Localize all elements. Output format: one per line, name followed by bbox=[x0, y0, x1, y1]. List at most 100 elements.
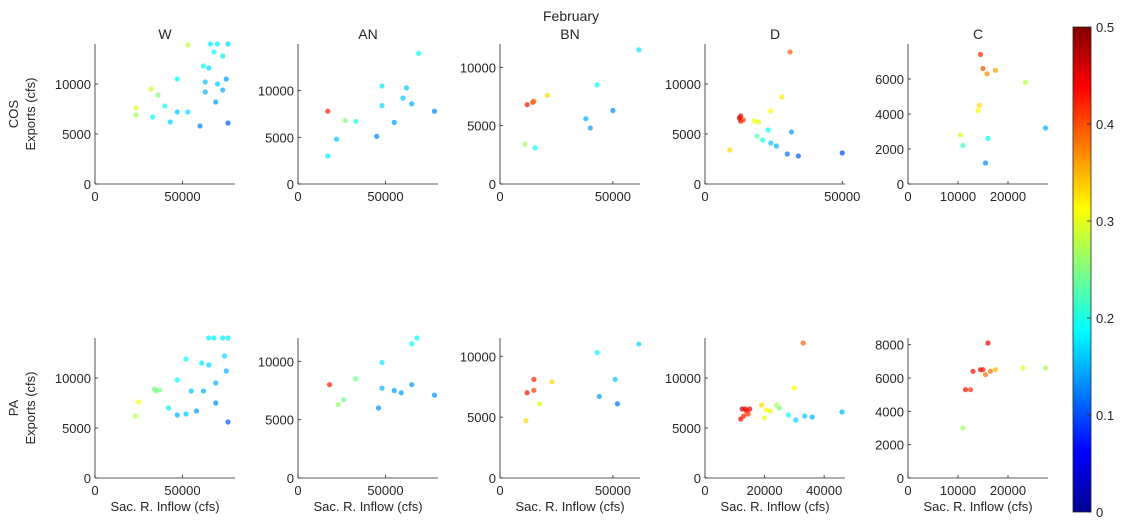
x-tick-label: 50000 bbox=[164, 189, 200, 204]
colorbar-tick-label: 0 bbox=[1096, 505, 1103, 520]
data-point bbox=[409, 341, 415, 347]
x-tick-label: 50000 bbox=[367, 483, 403, 498]
data-point bbox=[795, 153, 801, 159]
data-point bbox=[975, 107, 981, 114]
data-point bbox=[755, 119, 762, 125]
data-point bbox=[185, 42, 191, 48]
data-point bbox=[206, 362, 212, 368]
y-tick-label: 10000 bbox=[258, 354, 294, 369]
y-tick-label: 4000 bbox=[875, 107, 904, 122]
data-point bbox=[200, 63, 207, 69]
x-axis-label: Sac. R. Inflow (cfs) bbox=[515, 499, 624, 514]
data-point bbox=[165, 405, 172, 411]
data-point bbox=[202, 79, 208, 85]
data-point bbox=[325, 153, 331, 159]
y-tick-label: 0 bbox=[897, 177, 904, 192]
data-point bbox=[403, 85, 410, 91]
data-point bbox=[985, 340, 991, 346]
y-tick-label: 10000 bbox=[258, 84, 294, 99]
data-point bbox=[614, 401, 621, 407]
data-point bbox=[596, 393, 602, 400]
data-point bbox=[970, 368, 976, 374]
panel-pa-w: 0 50000 0 5000 10000 PA Exports (cfs) Sac. R. I… bbox=[6, 335, 235, 514]
data-point bbox=[335, 401, 341, 408]
y-tick-label: 5000 bbox=[672, 127, 701, 142]
y-tick-label: 5000 bbox=[265, 413, 294, 428]
data-point bbox=[185, 109, 191, 115]
data-point bbox=[984, 71, 990, 77]
x-tick-label: 20000 bbox=[990, 189, 1026, 204]
data-point bbox=[1020, 365, 1026, 371]
y-tick-label: 5000 bbox=[62, 421, 91, 436]
colorbar: 0 0.1 0.2 0.3 0.4 0.5 bbox=[1072, 20, 1114, 520]
data-point bbox=[409, 382, 415, 388]
x-tick-label: 20000 bbox=[746, 483, 782, 498]
data-point bbox=[174, 377, 180, 383]
data-point bbox=[788, 129, 795, 135]
x-tick-label: 10000 bbox=[940, 483, 976, 498]
data-point bbox=[431, 392, 438, 398]
x-tick-label: 0 bbox=[294, 483, 301, 498]
y-tick-label: 0 bbox=[489, 471, 496, 486]
data-point bbox=[391, 387, 397, 394]
data-point bbox=[785, 412, 792, 418]
data-point bbox=[398, 390, 404, 396]
data-point bbox=[391, 119, 397, 125]
data-point bbox=[193, 408, 200, 414]
data-point bbox=[214, 41, 221, 47]
data-point bbox=[779, 94, 785, 100]
data-point bbox=[957, 132, 964, 138]
data-point bbox=[213, 99, 219, 105]
data-point bbox=[960, 142, 966, 149]
data-point bbox=[594, 82, 600, 88]
data-point bbox=[326, 382, 333, 388]
data-point bbox=[174, 412, 180, 418]
data-point bbox=[612, 376, 618, 382]
data-point bbox=[353, 118, 359, 125]
data-point bbox=[133, 112, 139, 118]
data-point bbox=[223, 368, 229, 374]
data-point bbox=[740, 117, 747, 123]
data-point bbox=[763, 407, 769, 413]
panel-cos-w: 0 50000 0 5000 10000 W COS Exports (cfs) bbox=[6, 26, 235, 204]
data-point bbox=[202, 89, 208, 95]
y-axis-label: Exports (cfs) bbox=[23, 78, 38, 151]
data-point bbox=[636, 341, 642, 347]
y-tick-label: 0 bbox=[287, 177, 294, 192]
panel-cos-bn: 0 50000 0 5000 10000 BN bbox=[460, 26, 642, 204]
data-point bbox=[221, 353, 228, 359]
row-label: PA bbox=[6, 399, 21, 416]
colorbar-gradient bbox=[1072, 26, 1092, 513]
data-point bbox=[522, 141, 528, 147]
data-point bbox=[583, 116, 589, 122]
y-tick-label: 5000 bbox=[265, 130, 294, 145]
data-point bbox=[747, 406, 753, 412]
y-tick-label: 4000 bbox=[875, 404, 904, 419]
data-point bbox=[738, 113, 744, 119]
data-point bbox=[174, 109, 180, 115]
y-tick-label: 5000 bbox=[467, 410, 496, 425]
data-point bbox=[977, 51, 984, 58]
data-point bbox=[162, 103, 168, 109]
data-point bbox=[741, 413, 747, 419]
colorbar-tick-label: 0.1 bbox=[1096, 408, 1114, 423]
data-point bbox=[532, 145, 538, 151]
data-point bbox=[754, 133, 760, 139]
x-axis-label: Sac. R. Inflow (cfs) bbox=[720, 499, 829, 514]
data-point bbox=[225, 335, 231, 341]
data-point bbox=[531, 376, 537, 382]
data-point bbox=[992, 367, 999, 373]
data-point bbox=[197, 123, 203, 129]
data-point bbox=[745, 411, 751, 417]
data-point bbox=[809, 414, 815, 420]
data-point bbox=[353, 376, 359, 382]
data-point bbox=[220, 53, 226, 59]
data-point bbox=[157, 387, 163, 393]
y-axis-label: Exports (cfs) bbox=[23, 372, 38, 445]
y-tick-label: 5000 bbox=[672, 421, 701, 436]
data-point bbox=[150, 114, 156, 120]
data-point bbox=[839, 150, 845, 156]
data-point bbox=[987, 368, 994, 374]
x-tick-label: 0 bbox=[496, 483, 503, 498]
